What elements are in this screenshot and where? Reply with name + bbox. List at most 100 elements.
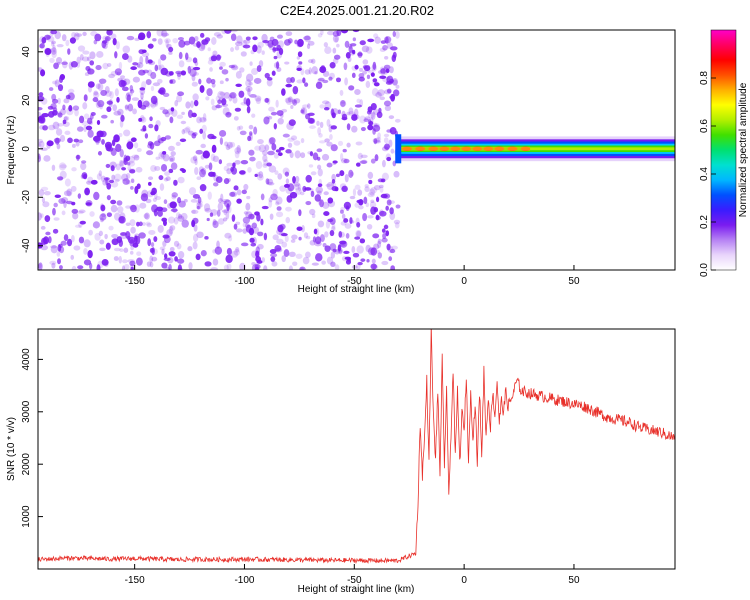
spectrogram-noise-blob [125, 231, 131, 239]
spectrogram-noise-blob [249, 61, 253, 66]
spectrogram-noise-blob [160, 54, 167, 61]
spectrogram-noise-blob [352, 30, 360, 33]
spectrogram-noise-blob [240, 160, 249, 165]
spectrogram-noise-blob [339, 240, 347, 245]
spectrogram-noise-blob [110, 181, 119, 188]
spectrogram-noise-blob [74, 108, 79, 117]
spectrogram-noise-blob [282, 133, 290, 138]
spectrogram-noise-blob [212, 50, 218, 57]
spectrogram-noise-blob [256, 65, 262, 73]
spectrogram-noise-blob [218, 159, 223, 165]
spectrogram-noise-blob [97, 82, 104, 91]
spectrogram-noise-blob [38, 106, 43, 111]
spectrogram-noise-blob [280, 232, 288, 237]
spectrogram-noise-blob [230, 250, 239, 258]
spectrogram-noise-blob [376, 111, 383, 119]
spectrogram-noise-blob [374, 154, 379, 162]
spectrogram-noise-blob [355, 162, 361, 167]
spectrogram-noise-blob [315, 186, 323, 194]
spectrogram-noise-blob [266, 178, 274, 185]
spectrogram-noise-blob [242, 222, 248, 228]
spectrogram-noise-blob [276, 228, 283, 236]
spectrogram-noise-blob [152, 100, 159, 108]
spectrogram-noise-blob [324, 231, 329, 238]
spectrogram-noise-blob [270, 253, 278, 258]
spectrogram-noise-blob [202, 150, 210, 159]
spectrogram-noise-blob [50, 245, 57, 249]
spectrogram-noise-blob [314, 241, 322, 247]
spectrogram-noise-blob [251, 222, 258, 229]
spectrogram-noise-blob [147, 43, 154, 49]
spectrogram-noise-blob [120, 114, 125, 122]
spectrogram-noise-blob [334, 264, 340, 270]
spectrogram-noise-blob [71, 31, 77, 38]
spectrogram-noise-blob [104, 86, 110, 94]
spectrogram-noise-blob [140, 193, 149, 202]
spectrogram-noise-blob [168, 71, 174, 76]
spectrogram-noise-blob [262, 154, 268, 163]
spectrogram-noise-blob [318, 140, 326, 144]
spectrogram-noise-blob [378, 107, 382, 114]
spectrogram-noise-blob [249, 213, 255, 220]
colorbar-ticks: 0.0 0.2 0.4 0.6 0.8 [699, 71, 716, 277]
spectrogram-noise-blob [284, 97, 292, 104]
spectrogram-noise-blob [297, 51, 303, 58]
spectrogram-noise-blob [152, 197, 157, 202]
spectrogram-noise-blob [79, 220, 86, 225]
spectrogram-noise-blob [101, 40, 107, 49]
spectrogram-noise-blob [372, 109, 380, 116]
spectrogram-noise-blob [325, 220, 331, 229]
spectrogram-noise-blob [375, 91, 382, 98]
spectrogram-noise-blob [223, 264, 229, 270]
spectrogram-noise-blob [264, 72, 270, 79]
spectrogram-noise-blob [199, 168, 206, 178]
spectrogram-noise-blob [38, 189, 45, 197]
spectrogram-noise-blob [145, 198, 152, 204]
spectrogram-noise-blob [297, 38, 304, 47]
spectrogram-noise-blob [51, 41, 55, 47]
spectrogram-noise-blob [357, 51, 363, 58]
spectrogram-noise-blob [392, 79, 398, 86]
spectrogram-noise-blob [84, 187, 90, 196]
x-tick-label: -50 [347, 575, 362, 586]
spectrogram-noise-blob [373, 138, 378, 145]
spectrogram-noise-blob [242, 228, 248, 234]
spectrogram-noise-blob [289, 191, 298, 199]
spectrogram-noise-blob [78, 139, 84, 144]
spectrogram-noise-blob [277, 173, 283, 180]
spectrogram-noise-blob [194, 166, 199, 176]
spectrogram-noise-blob [300, 137, 305, 144]
spectrogram-noise-blob [326, 162, 333, 168]
spectrogram-noise-blob [371, 64, 377, 72]
spectrogram-noise-blob [191, 81, 198, 87]
spectrogram-noise-blob [204, 164, 210, 169]
signal-core [398, 146, 531, 151]
spectrogram-noise-blob [234, 107, 242, 112]
spectrogram-noise-blob [381, 237, 388, 243]
spectrogram-noise-blob [276, 44, 281, 51]
spectrogram-noise-blob [177, 197, 182, 204]
spectrogram-noise-blob [381, 159, 386, 168]
spectrogram-noise-blob [276, 206, 282, 211]
spectrogram-noise-blob [174, 100, 179, 107]
spectrogram-noise-blob [118, 216, 125, 224]
spectrogram-noise-blob [215, 104, 223, 109]
spectrogram-noise-blob [53, 137, 61, 144]
spectrogram-noise-blob [262, 40, 270, 44]
spectrogram-noise-blob [199, 128, 204, 134]
spectrogram-noise-blob [157, 38, 163, 45]
spectrogram-noise-blob [66, 107, 74, 116]
spectrogram-noise-blob [168, 168, 174, 174]
spectrogram-noise-blob [212, 219, 217, 226]
spectrogram-noise-blob [364, 184, 369, 188]
spectrogram-noise-blob [116, 200, 123, 206]
spectrogram-noise-blob [356, 222, 361, 228]
spectrogram-noise-blob [250, 242, 257, 247]
spectrogram-noise-blob [332, 248, 337, 253]
spectrogram-noise-blob [185, 52, 189, 60]
spectrogram-noise-blob [202, 131, 207, 140]
spectrogram-noise-blob [92, 97, 99, 103]
spectrogram-noise-blob [169, 79, 173, 84]
spectrogram-noise-blob [212, 155, 219, 163]
spectrogram-noise-blob [121, 173, 129, 182]
